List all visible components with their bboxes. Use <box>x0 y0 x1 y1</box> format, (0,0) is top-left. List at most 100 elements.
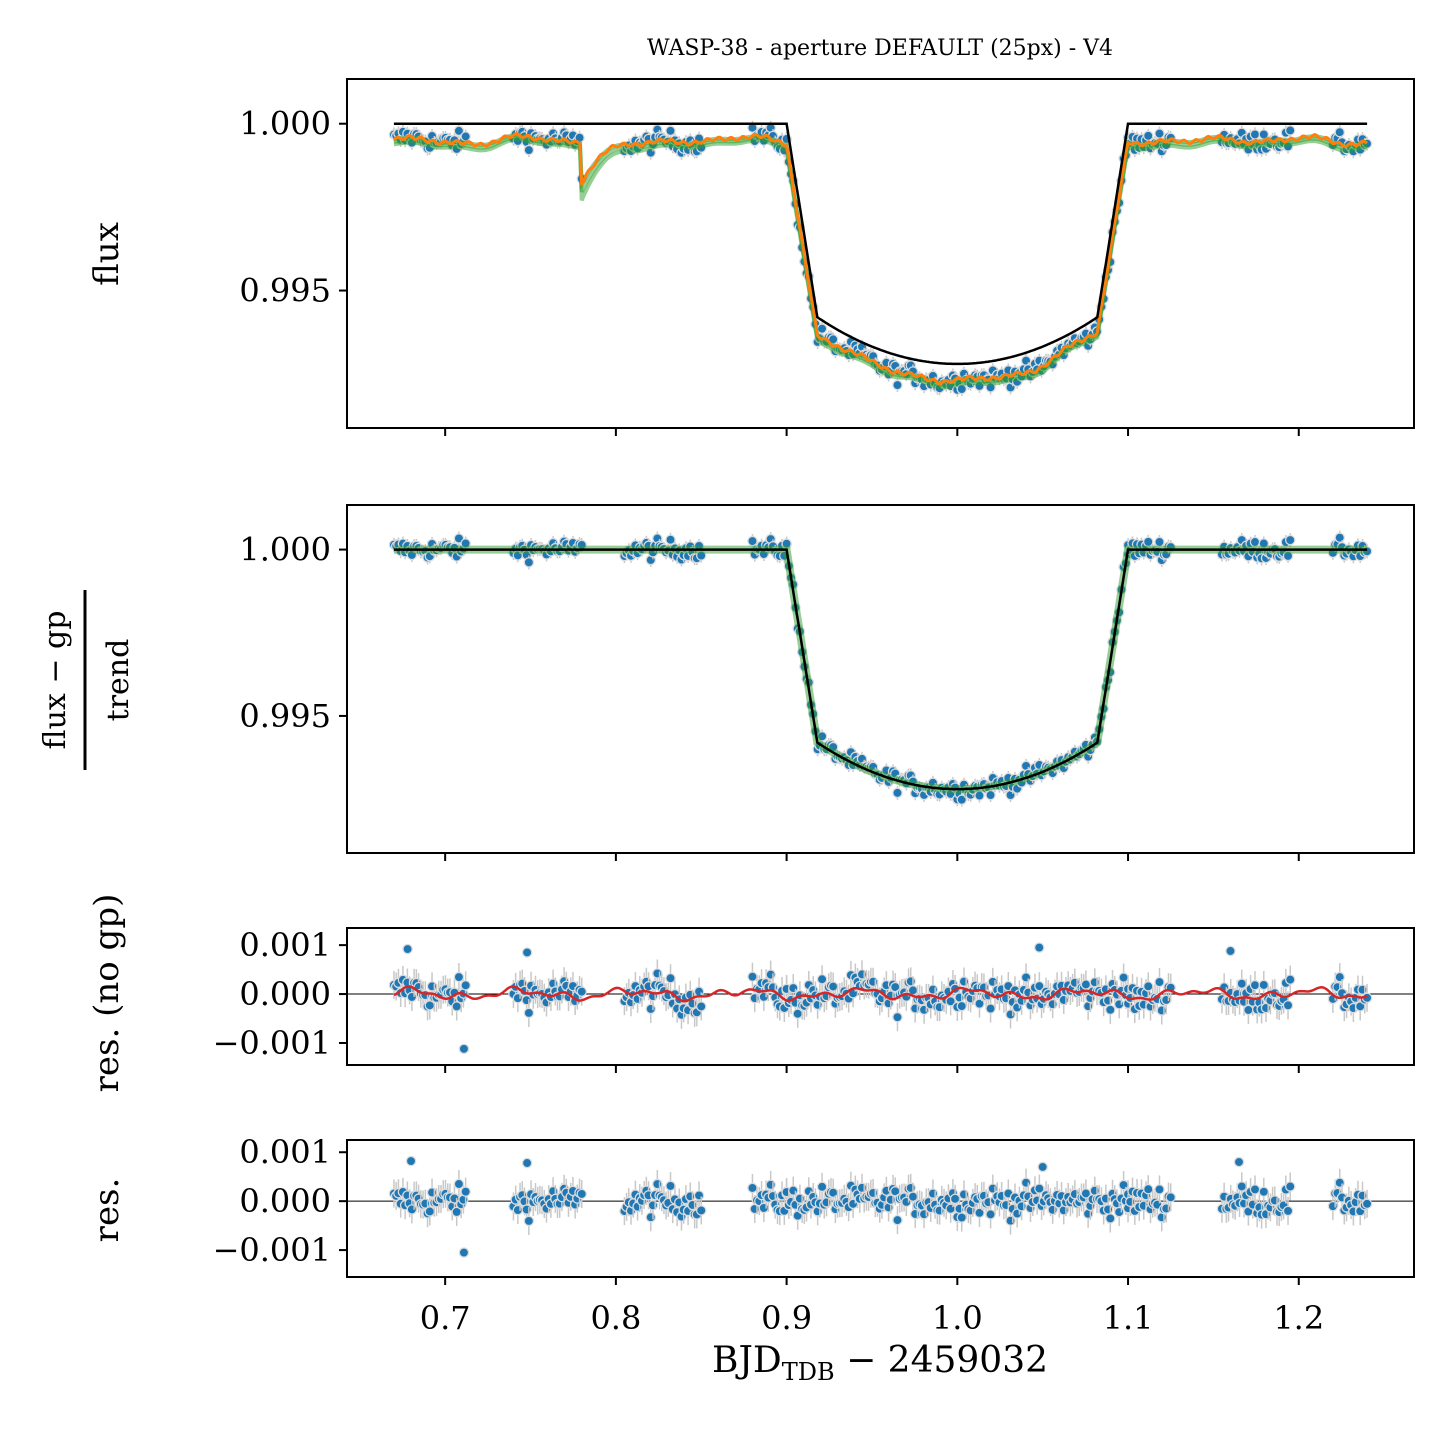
data-point-raw <box>1284 125 1296 136</box>
plot-area-detrended <box>388 530 1373 807</box>
data-point-res-no-gp <box>1282 1000 1294 1011</box>
data-point-res <box>816 1181 828 1193</box>
data-point-res <box>949 1193 961 1205</box>
data-point-res <box>1334 1177 1345 1188</box>
outlier-point <box>521 947 533 958</box>
data-point-detrended <box>1334 532 1345 543</box>
data-point-raw <box>892 379 903 391</box>
outlier-point <box>458 1247 470 1258</box>
data-point-res-no-gp <box>1160 994 1172 1006</box>
outlier-point <box>402 943 413 955</box>
data-point-res <box>647 1200 659 1211</box>
data-point-res <box>892 1214 903 1226</box>
ytick-label: 0.000 <box>239 975 331 1013</box>
data-point-res-no-gp <box>1105 1004 1116 1016</box>
data-point-res <box>1118 1179 1129 1191</box>
data-point-detrended <box>892 787 903 799</box>
data-point-res-no-gp <box>1258 979 1270 991</box>
data-point-raw <box>816 323 828 334</box>
data-point-res <box>645 1211 657 1223</box>
data-point-res <box>406 1204 418 1215</box>
data-point-res-no-gp <box>758 991 770 1003</box>
xlabel-tail: − 2459032 <box>835 1340 1048 1381</box>
outlier-point <box>521 1157 533 1169</box>
data-point-res <box>945 1203 956 1215</box>
axes-frame-res-no-gp <box>346 927 1415 1066</box>
data-point-res <box>523 1215 535 1227</box>
axes-frame-raw <box>346 78 1415 429</box>
data-point-res-no-gp <box>1020 972 1032 983</box>
model-sample-line <box>393 137 1368 390</box>
data-point-res <box>1089 1185 1101 1196</box>
transit-model-line <box>393 548 1368 791</box>
ylabel-denominator: trend <box>101 639 136 722</box>
data-point-res <box>1020 1177 1032 1188</box>
outlier-point <box>1225 945 1236 957</box>
axes-frame-detrended <box>346 504 1415 854</box>
data-point-detrended <box>523 557 535 568</box>
data-point-detrended <box>956 794 968 805</box>
xtick-label: 0.8 <box>590 1299 641 1337</box>
ytick-label: 0.001 <box>239 1133 331 1171</box>
data-point-res-no-gp <box>1284 974 1296 985</box>
ytick-label: 1.000 <box>239 531 331 569</box>
data-point-raw <box>1020 355 1032 366</box>
data-point-res <box>747 1182 758 1194</box>
data-point-res <box>907 1191 919 1202</box>
ytick-label: 0.001 <box>239 926 331 964</box>
data-point-res <box>693 1190 705 1201</box>
data-point-res <box>512 1204 524 1216</box>
data-point-res-no-gp <box>856 969 868 980</box>
data-point-res <box>867 1187 879 1199</box>
data-point-res-no-gp <box>816 974 828 985</box>
ytick-label: 0.995 <box>239 272 331 310</box>
data-point-res-no-gp <box>1334 971 1345 983</box>
yticks-detrended: 0.995 1.000 <box>239 531 347 735</box>
data-point-res <box>765 1179 776 1191</box>
ytick-label: 0.995 <box>239 697 331 735</box>
data-point-res <box>856 1182 868 1194</box>
data-point-res-no-gp <box>747 971 758 982</box>
data-point-res-no-gp <box>956 1000 968 1012</box>
ylabel-numerator: flux − gp <box>38 611 73 750</box>
data-point-res <box>1165 1192 1176 1203</box>
data-point-raw <box>1143 130 1154 142</box>
xtick-label: 0.7 <box>420 1299 471 1337</box>
data-point-res-no-gp <box>426 981 438 992</box>
data-point-res-no-gp <box>652 968 663 979</box>
data-point-res <box>665 1180 676 1192</box>
data-point-res <box>1160 1203 1172 1214</box>
xtick-label: 1.1 <box>1103 1299 1154 1337</box>
data-point-detrended <box>985 789 996 801</box>
data-point-res <box>521 1204 532 1215</box>
gp-model-line <box>392 131 1368 386</box>
data-point-res-no-gp <box>665 973 676 984</box>
data-point-res-no-gp <box>927 984 939 995</box>
data-point-res <box>758 1202 770 1214</box>
data-point-res <box>1249 1184 1261 1195</box>
ytick-label: −0.001 <box>213 1024 331 1062</box>
data-point-res <box>1282 1205 1294 1217</box>
data-point-res-no-gp <box>958 976 970 987</box>
data-point-res-no-gp <box>985 1003 996 1014</box>
xlabel: BJDTDB − 2459032 <box>712 1340 1048 1386</box>
ylabel-raw: flux <box>87 222 127 286</box>
data-point-detrended <box>1249 536 1261 548</box>
data-point-res-no-gp <box>645 1003 657 1015</box>
transit-model-line <box>393 122 1368 366</box>
data-point-res-no-gp <box>1156 1005 1167 1016</box>
data-point-res <box>909 1208 921 1220</box>
data-point-res <box>1113 1206 1125 1218</box>
data-point-res <box>1258 1186 1270 1198</box>
plot-area-raw <box>388 120 1373 397</box>
data-point-raw <box>1154 128 1165 139</box>
plot-area-res-no-gp <box>347 942 1414 1055</box>
data-point-res-no-gp <box>905 976 917 987</box>
data-point-res <box>1102 1204 1114 1215</box>
xlabel-subscript: TDB <box>782 1358 835 1386</box>
data-point-res-no-gp <box>827 981 839 992</box>
data-point-res <box>927 1188 939 1199</box>
xtick-label: 1.0 <box>932 1299 983 1337</box>
data-point-res <box>1143 1183 1154 1195</box>
ylabel-res-no-gp: res. (no gp) <box>87 894 127 1093</box>
